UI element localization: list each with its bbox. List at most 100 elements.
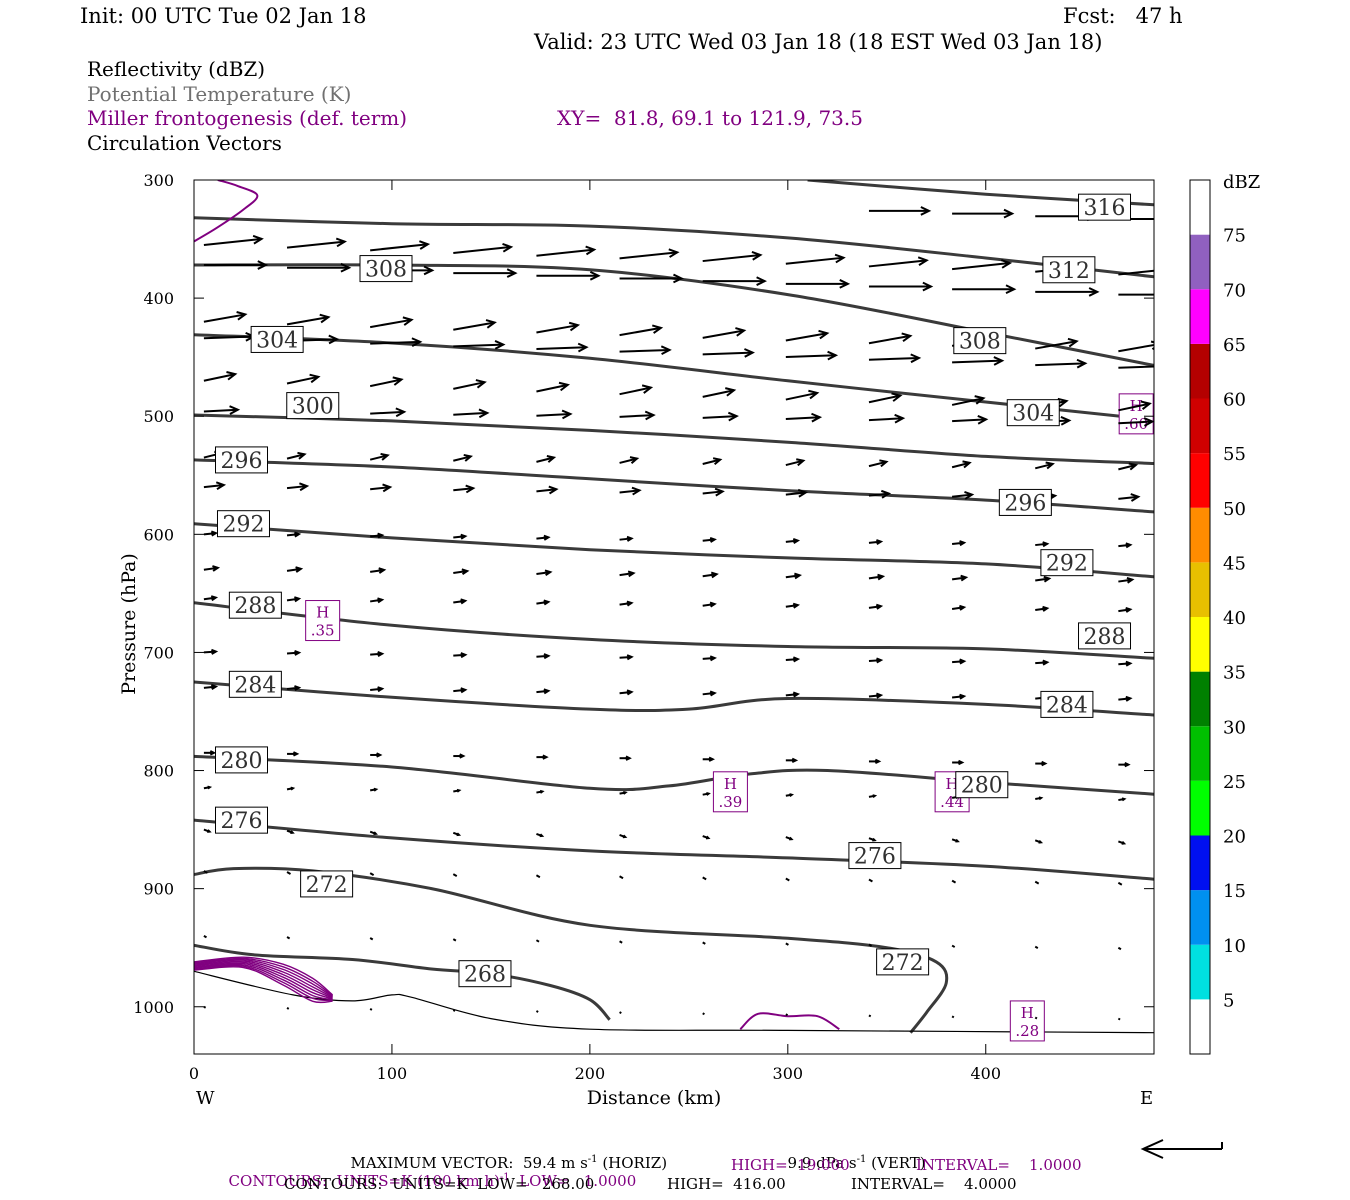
circulation-vector-head (319, 313, 331, 324)
isentrope-label-box (215, 746, 269, 774)
circulation-vector (369, 318, 412, 329)
circulation-vector-head (880, 489, 892, 499)
isentrope-label-box (876, 948, 930, 976)
colorbar-frame (1189, 179, 1211, 1055)
y-axis-label: Pressure (hPa) (118, 553, 140, 695)
circulation-vector-head (506, 268, 518, 278)
circulation-vector-head (629, 456, 640, 464)
circulation-vector (785, 491, 806, 496)
circulation-vector-head (292, 751, 300, 757)
circulation-vector-head (792, 656, 801, 663)
circulation-vector-head (376, 752, 383, 758)
circulation-vector (619, 251, 678, 260)
circulation-vector (702, 415, 737, 419)
circulation-vector (1035, 340, 1077, 350)
circulation-vector (868, 417, 903, 422)
circulation-vector-head (710, 571, 719, 579)
circulation-vector (952, 418, 987, 423)
isentrope-308 (194, 263, 1154, 367)
colorbar-tick-label: 15 (1223, 881, 1246, 902)
circulation-vector-head (456, 832, 462, 837)
circulation-vector (785, 391, 818, 401)
circulation-vector (951, 397, 984, 406)
circulation-vector-head (796, 458, 806, 467)
circulation-vector (1117, 881, 1123, 886)
circulation-vector (286, 316, 329, 326)
circulation-vector (951, 944, 956, 948)
colorbar-segment (1190, 944, 1210, 1000)
circulation-vector-head (1088, 287, 1100, 297)
circulation-vector (785, 1013, 789, 1017)
circulation-vector-head (290, 786, 296, 791)
colorbar-tick-label: 70 (1223, 280, 1246, 301)
fronto-max-value: .28 (1015, 1022, 1039, 1040)
circulation-vector (619, 875, 624, 880)
y-tick-label: 900 (143, 880, 174, 899)
circulation-vector-head (874, 758, 882, 765)
circulation-vector (286, 871, 291, 875)
colorbar-tick-label: 45 (1223, 553, 1246, 574)
max-vector-vert: 9.9 dPa s-1 (VERT) (787, 1154, 926, 1172)
circulation-vector-head (294, 685, 302, 692)
circulation-vector-head (460, 652, 468, 659)
isentrope-label-box (458, 960, 512, 988)
circulation-vector (453, 487, 474, 492)
circulation-vector-head (459, 753, 466, 759)
circulation-vector-head (382, 483, 393, 493)
circulation-vector (286, 936, 291, 940)
circulation-vector-head (1042, 541, 1050, 548)
colorbar-segment (1190, 507, 1210, 563)
circulation-vector (453, 455, 472, 462)
circulation-vector-head (215, 481, 227, 491)
circulation-vector-head (1172, 291, 1180, 299)
circulation-vector-head (959, 540, 967, 547)
circulation-vector-head (1126, 576, 1135, 584)
circulation-vector-head (789, 793, 795, 797)
circulation-vector (952, 359, 1003, 364)
colorbar-segment (1190, 780, 1210, 836)
isentrope-label-box (215, 806, 269, 834)
circulation-vector-head (877, 573, 886, 581)
circulation-vector (286, 240, 345, 249)
circulation-vector-head (380, 452, 390, 461)
fronto-max-value: .60 (1124, 415, 1148, 433)
isentrope-label-box (1040, 690, 1094, 718)
circulation-vector-head (709, 690, 717, 697)
circulation-vector (1118, 269, 1154, 276)
circulation-vector (868, 492, 889, 497)
circulation-vector-head (544, 569, 553, 577)
circulation-vector-head (1121, 797, 1127, 802)
field-label-vectors: Circulation Vectors (87, 131, 282, 155)
circulation-vector (785, 942, 789, 946)
circulation-vector-head (378, 567, 387, 574)
contours-theta-units: CONTOURS: UNITS=K LOW= 268.00 (284, 1175, 595, 1193)
isentrope-280 (194, 754, 1154, 796)
circulation-vector-head (1125, 695, 1133, 702)
circulation-vector-head (808, 389, 820, 400)
circulation-vector-head (872, 837, 877, 842)
isentrope-label-box (359, 255, 413, 283)
circulation-vector (702, 254, 761, 263)
circulation-vector (702, 1012, 705, 1016)
circulation-vector-head (543, 534, 551, 541)
colorbar-segment (1190, 890, 1210, 945)
colorbar-tick-label: 60 (1223, 390, 1246, 411)
circulation-vector-head (539, 833, 545, 838)
fronto-contour (194, 966, 333, 1004)
isentrope-label-box (215, 446, 269, 474)
circulation-vector (286, 375, 319, 385)
circulation-vector (453, 245, 512, 255)
x-end-label-east: E (1140, 1088, 1153, 1109)
isentrope-label: 280 (221, 749, 263, 774)
circulation-vector-head (955, 838, 960, 843)
circulation-vector-head (788, 836, 794, 841)
circulation-vector-head (568, 321, 581, 332)
circulation-vector (868, 943, 873, 947)
circulation-vector-head (917, 256, 929, 266)
circulation-vector (1117, 1017, 1121, 1021)
isentrope-304 (194, 333, 1154, 422)
colorbar-segment (1190, 234, 1210, 290)
colorbar-segment (1190, 180, 1210, 235)
isentrope-label-box (955, 771, 1009, 799)
circulation-vector-head (922, 281, 934, 292)
